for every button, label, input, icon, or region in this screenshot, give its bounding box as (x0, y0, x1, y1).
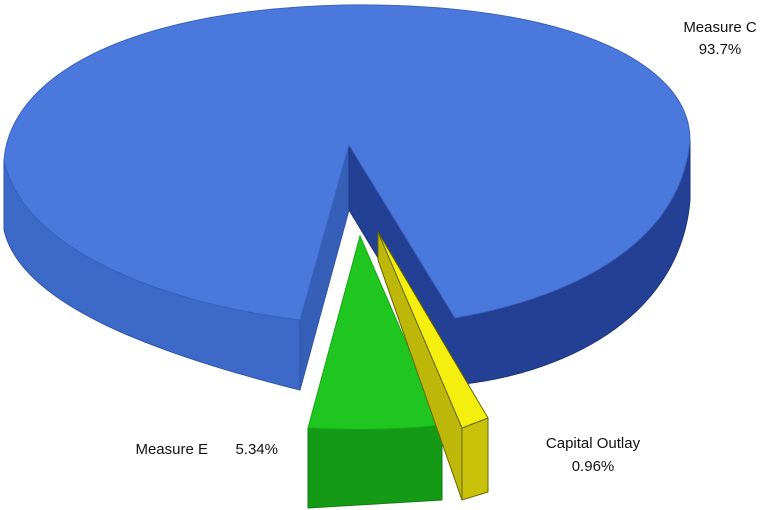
label-capital-outlay-name: Capital Outlay (546, 435, 641, 452)
slice-measure-c (3, 4, 691, 391)
label-measure-c-value: 93.7% (699, 41, 742, 58)
slice-capital-outlay-top (377, 231, 489, 429)
label-capital-outlay-value: 0.96% (572, 458, 615, 475)
slice-measure-e (307, 234, 443, 509)
label-measure-e-name: Measure E (135, 441, 208, 458)
label-measure-c-name: Measure C (683, 19, 757, 36)
slice-capital-outlay-side (461, 417, 489, 501)
slice-measure-e-top (307, 234, 443, 430)
slice-measure-e-side (307, 424, 443, 509)
slice-measure-c-top (3, 4, 691, 321)
slice-capital-outlay (377, 231, 489, 501)
label-measure-e-value: 5.34% (235, 441, 278, 458)
